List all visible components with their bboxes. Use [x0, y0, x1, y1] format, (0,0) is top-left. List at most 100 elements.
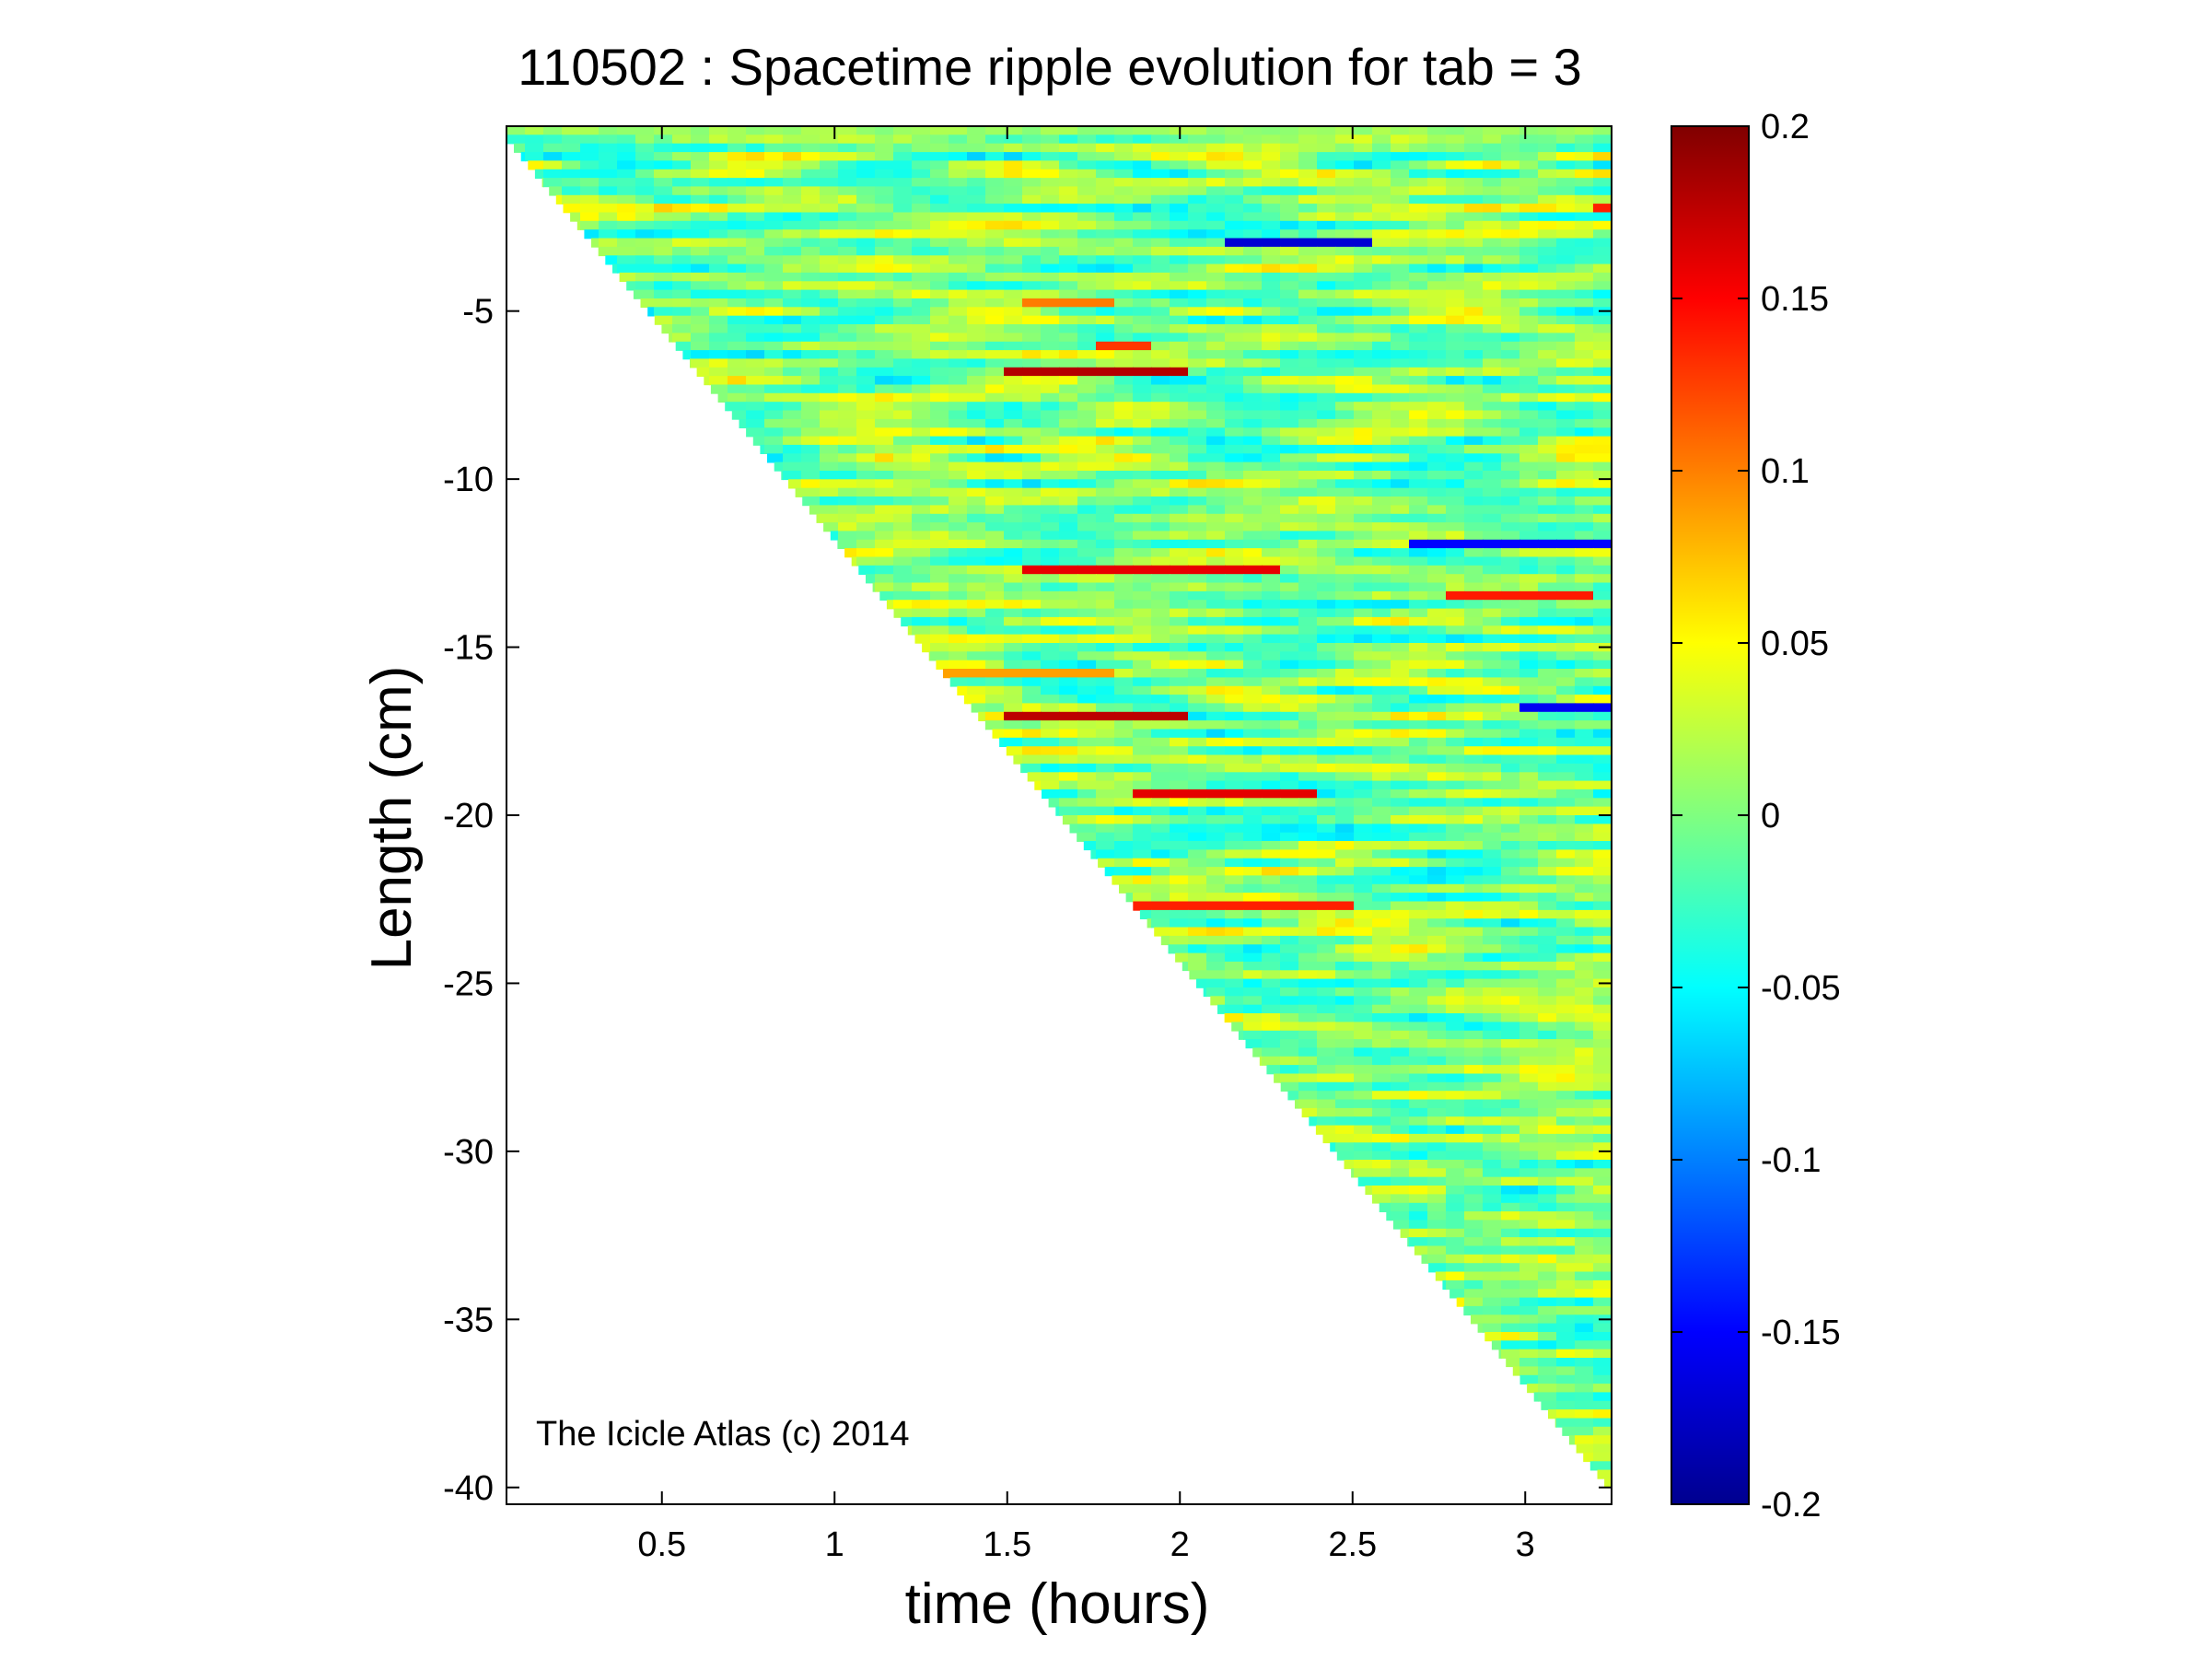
heatmap-cell [1519, 1065, 1539, 1075]
heatmap-cell [1096, 212, 1115, 222]
heatmap-cell [1593, 281, 1612, 291]
heatmap-cell [1464, 444, 1484, 454]
colorbar-tick-label: -0.2 [1761, 1486, 1821, 1525]
heatmap-cell [783, 402, 802, 412]
heatmap-cell [1041, 376, 1060, 386]
heatmap-cell [1427, 471, 1447, 481]
heatmap-cell [930, 556, 949, 567]
heatmap-cell [838, 461, 857, 472]
heatmap-cell [1188, 281, 1207, 291]
heatmap-cell [1114, 315, 1134, 325]
heatmap-cell [1151, 392, 1170, 403]
heatmap-cell [1446, 444, 1465, 454]
heatmap-cell [1427, 660, 1447, 670]
heatmap-cell [1538, 1297, 1557, 1307]
heatmap-cell [967, 169, 986, 179]
heatmap-cell [1391, 875, 1410, 885]
heatmap-cell [1243, 574, 1263, 584]
heatmap-cell [1280, 565, 1299, 575]
heatmap-cell [1372, 961, 1391, 972]
heatmap-cell [1556, 970, 1576, 980]
heatmap-cell [1446, 737, 1465, 747]
heatmap-cell [912, 194, 931, 204]
heatmap-cell [1114, 333, 1134, 343]
heatmap-cell [1483, 178, 1502, 188]
heatmap-cell [1077, 737, 1097, 747]
heatmap-cell [1114, 212, 1134, 222]
heatmap-cell [1556, 875, 1576, 885]
heatmap-cell [1206, 935, 1226, 946]
heatmap-cell [985, 143, 1005, 153]
heatmap-cell [1225, 944, 1244, 954]
heatmap-cell [1133, 289, 1152, 299]
heatmap-cell [1243, 333, 1263, 343]
heatmap-cell [1206, 608, 1226, 618]
heatmap-cell [599, 152, 618, 162]
heatmap-cell [1446, 600, 1465, 610]
heatmap-cell [838, 384, 857, 394]
heatmap-cell [1391, 685, 1410, 695]
heatmap-cell [1298, 927, 1318, 937]
heatmap-cell [875, 487, 894, 497]
heatmap-cell [1077, 350, 1097, 360]
heatmap-cell [709, 298, 728, 309]
heatmap-cell [1298, 858, 1318, 868]
heatmap-cell [1464, 160, 1484, 170]
heatmap-cell [1077, 651, 1097, 661]
heatmap-cell [801, 143, 821, 153]
heatmap-cell [1151, 410, 1170, 420]
heatmap-cell [1538, 754, 1557, 765]
heatmap-cell [1059, 471, 1078, 481]
heatmap-cell [1538, 367, 1557, 377]
heatmap-cell [930, 143, 949, 153]
heatmap-cell [1004, 695, 1023, 705]
heatmap-cell [1519, 367, 1539, 377]
heatmap-cell [856, 418, 876, 428]
heatmap-cell [1114, 126, 1134, 136]
heatmap-cell [1077, 556, 1097, 567]
heatmap-cell [1317, 281, 1336, 291]
heatmap-cell [1501, 1142, 1520, 1152]
heatmap-cell [1133, 220, 1152, 230]
heatmap-cell [1225, 867, 1244, 877]
heatmap-cell [1575, 1349, 1594, 1359]
heatmap-cell [1027, 772, 1042, 782]
heatmap-cell [820, 186, 839, 196]
heatmap-cell [1170, 392, 1189, 403]
heatmap-cell [1225, 169, 1244, 179]
heatmap-cell [1059, 711, 1078, 721]
heatmap-cell [949, 565, 968, 575]
heatmap-cell [1151, 152, 1170, 162]
heatmap-cell [1022, 289, 1042, 299]
heatmap-cell [1298, 677, 1318, 687]
heatmap-cell [691, 152, 710, 162]
heatmap-cell [635, 255, 655, 265]
chart-title: 110502 : Spacetime ripple evolution for … [518, 38, 1582, 96]
heatmap-cell [654, 152, 673, 162]
heatmap-cell [1446, 729, 1465, 739]
heatmap-cell [1243, 229, 1263, 240]
heatmap-cell [1556, 505, 1576, 515]
heatmap-cell [1575, 1194, 1594, 1204]
heatmap-cell [1427, 289, 1447, 299]
heatmap-cell [691, 160, 710, 170]
heatmap-cell [728, 376, 747, 386]
heatmap-cell [1262, 384, 1281, 394]
heatmap-cell [1372, 238, 1391, 248]
heatmap-cell [1013, 754, 1023, 765]
heatmap-cell [893, 152, 913, 162]
heatmap-cell [1022, 539, 1042, 549]
heatmap-cell [1427, 1107, 1447, 1118]
heatmap-cell [930, 324, 949, 334]
heatmap-cell [1243, 513, 1263, 523]
heatmap-cell [1519, 1013, 1539, 1023]
heatmap-cell [1575, 186, 1594, 196]
heatmap-cell [1188, 461, 1207, 472]
heatmap-cell [1464, 720, 1484, 730]
heatmap-cell [1262, 849, 1281, 859]
heatmap-cell [599, 229, 618, 240]
heatmap-cell [1556, 487, 1576, 497]
x-axis-label: time (hours) [905, 1572, 1210, 1636]
heatmap-cell [1206, 806, 1226, 816]
heatmap-cell [1464, 574, 1484, 584]
